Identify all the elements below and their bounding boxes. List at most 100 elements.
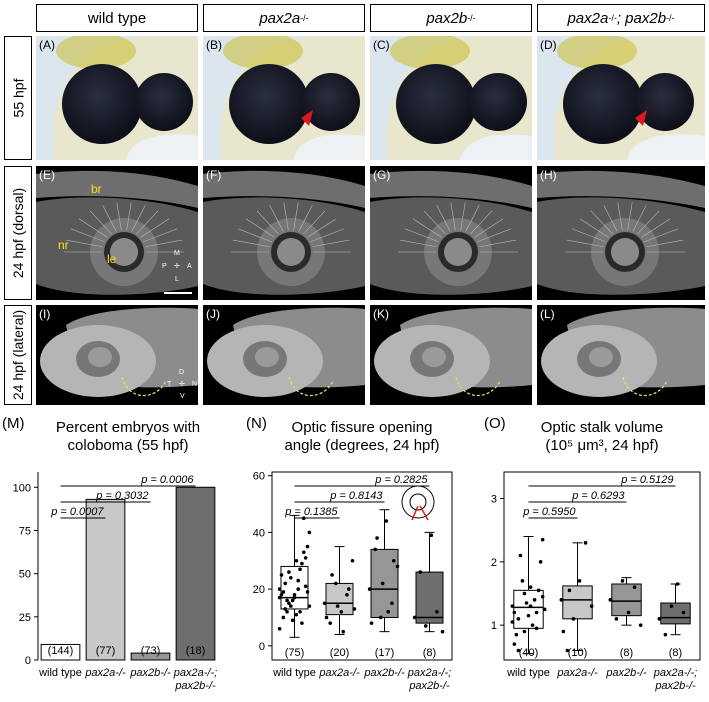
y-tick-label: 0 xyxy=(25,655,31,667)
bar xyxy=(85,498,126,661)
data-point xyxy=(526,613,531,618)
data-point xyxy=(538,560,543,564)
column-header-pax2a: pax2a -/- xyxy=(203,4,365,32)
n-label: (18) xyxy=(186,645,206,657)
data-point xyxy=(350,558,355,563)
panel-label: (D) xyxy=(540,38,557,52)
y-tick-label: 75 xyxy=(19,525,31,537)
data-point xyxy=(301,550,306,555)
data-point xyxy=(565,648,570,653)
data-point xyxy=(561,629,566,634)
data-point xyxy=(367,587,372,591)
chart-panel-label: (M) xyxy=(2,415,25,432)
data-point xyxy=(429,533,434,538)
data-point xyxy=(540,537,545,542)
data-point xyxy=(330,573,334,577)
chart-1: (N) Optic fissure opening angle (degrees,… xyxy=(246,415,453,692)
y-tick-label: 0 xyxy=(259,641,265,653)
data-point xyxy=(352,607,357,611)
data-point xyxy=(418,570,423,574)
x-tick-label: pax2a-/-; xyxy=(653,667,697,679)
data-point xyxy=(296,578,301,583)
data-point xyxy=(440,629,445,634)
x-tick-label: wild type xyxy=(38,667,82,679)
y-tick-label: 3 xyxy=(491,494,497,506)
n-label: (20) xyxy=(330,647,350,659)
chart-panel-label: (N) xyxy=(246,415,267,432)
y-tick-label: 2 xyxy=(491,557,497,569)
x-tick-label: pax2a-/- xyxy=(84,667,126,679)
p-value-label: p = 0.5129 xyxy=(620,474,673,486)
chart-2: (O) Optic stalk volume(10⁵ μm³, 24 hpf) 1 2… xyxy=(484,415,701,692)
panel-label: (H) xyxy=(540,168,557,182)
y-tick-label: 50 xyxy=(19,569,31,581)
data-point xyxy=(390,601,394,606)
data-point xyxy=(287,570,291,574)
eye-schematic-icon xyxy=(401,485,435,519)
lateral-confocal-image: (L) xyxy=(537,305,705,405)
x-tick-label: pax2a-/-; xyxy=(407,667,451,679)
box xyxy=(562,585,593,620)
data-point xyxy=(663,632,668,637)
data-point xyxy=(614,617,619,621)
data-point xyxy=(294,558,299,563)
row-header-24hpf-lateral: 24 hpf (lateral) xyxy=(4,305,32,405)
data-point xyxy=(540,594,545,599)
data-point xyxy=(328,621,333,625)
chart-title: Optic fissure opening xyxy=(292,419,433,436)
data-point xyxy=(681,610,686,615)
data-point xyxy=(277,595,282,600)
data-point xyxy=(384,519,389,523)
data-point xyxy=(277,627,282,631)
x-tick-label: pax2a-/- xyxy=(318,667,360,679)
data-point xyxy=(288,575,293,580)
n-label: (8) xyxy=(669,647,682,659)
data-point xyxy=(510,620,515,624)
superscript: -/- xyxy=(300,13,309,23)
data-point xyxy=(530,623,535,627)
p-value-label: p = 0.8143 xyxy=(329,490,383,502)
p-value-label: p = 0.5950 xyxy=(522,506,576,518)
anatomy-label-br: br xyxy=(91,182,102,196)
column-header-label: ; pax2b xyxy=(616,9,667,27)
data-point xyxy=(657,617,662,621)
data-point xyxy=(567,588,572,593)
data-point xyxy=(307,604,312,608)
p-value-label: p = 0.0007 xyxy=(50,506,104,518)
data-point xyxy=(345,592,349,597)
data-point xyxy=(620,579,625,583)
box xyxy=(280,565,309,610)
data-point xyxy=(522,629,527,634)
data-point xyxy=(279,592,284,597)
dorsal-confocal-image: (E) br nr le M P ✛ A L xyxy=(36,166,198,300)
data-point xyxy=(583,541,588,545)
p-value-label: p = 0.0006 xyxy=(140,474,194,486)
data-point xyxy=(285,609,289,614)
data-point xyxy=(577,579,582,583)
data-point xyxy=(626,610,631,615)
p-value-label: p = 0.2825 xyxy=(374,474,428,486)
data-point xyxy=(279,573,284,577)
data-point xyxy=(287,601,291,606)
row-header-label: 55 hpf xyxy=(10,78,26,118)
x-tick-label: pax2b-/- xyxy=(174,680,216,692)
box xyxy=(611,583,642,617)
box xyxy=(660,602,691,625)
n-label: (8) xyxy=(620,647,633,659)
lateral-confocal-image: (K) xyxy=(370,305,532,405)
data-point xyxy=(281,615,286,620)
data-point xyxy=(669,604,674,608)
data-point xyxy=(395,564,400,569)
data-point xyxy=(300,621,304,625)
data-point xyxy=(303,556,308,560)
data-point xyxy=(375,536,379,540)
data-point xyxy=(305,544,310,549)
chart-panel-label: (O) xyxy=(484,415,506,432)
data-point xyxy=(516,617,521,621)
data-point xyxy=(290,598,295,603)
y-tick-label: 60 xyxy=(253,471,265,483)
box xyxy=(513,589,544,629)
data-point xyxy=(534,626,539,631)
compass-icon: D T ✛ N V xyxy=(167,369,198,400)
